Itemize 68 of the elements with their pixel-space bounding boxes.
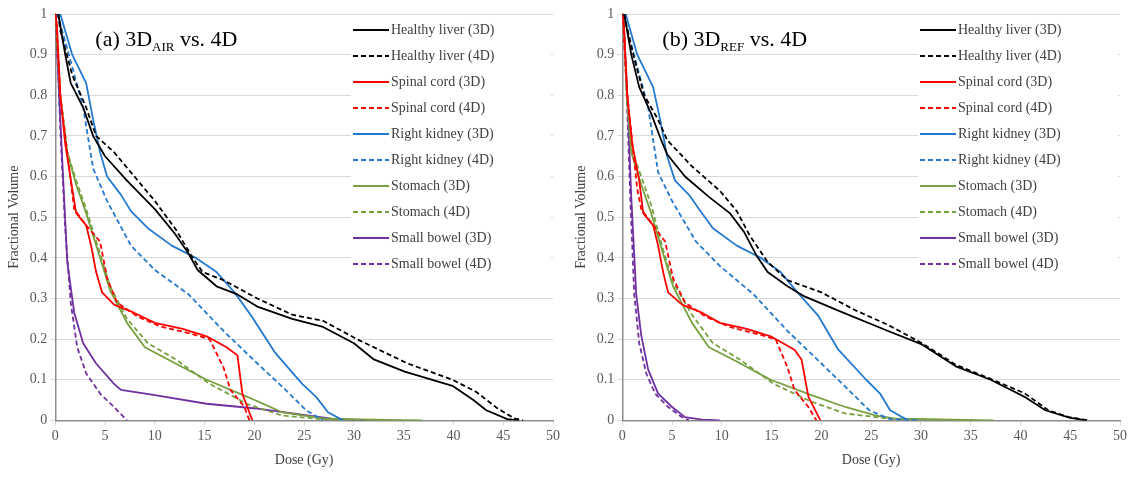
y-tick-label: 0.9: [29, 46, 48, 62]
x-tick-label: 50: [1113, 428, 1127, 444]
legend-label: Stomach (4D): [958, 203, 1038, 220]
x-tick-label: 10: [714, 428, 729, 444]
legend-label: Small bowel (4D): [958, 255, 1059, 272]
x-tick-label: 15: [764, 428, 779, 444]
legend-label: Stomach (4D): [391, 203, 471, 220]
y-tick-label: 0.2: [29, 330, 48, 346]
x-tick-label: 30: [346, 428, 361, 444]
legend-label: Stomach (3D): [958, 177, 1038, 194]
x-tick-label: 35: [963, 428, 978, 444]
x-tick-label: 25: [864, 428, 879, 444]
y-axis-title: Fractional Volume: [573, 165, 589, 269]
x-tick-label: 45: [1063, 428, 1078, 444]
y-tick-label: 0.6: [29, 168, 48, 184]
x-tick-label: 5: [668, 428, 676, 444]
y-tick-label: 0.3: [29, 290, 48, 306]
y-tick-label: 0.9: [596, 46, 615, 62]
x-tick-label: 45: [496, 428, 511, 444]
legend-label: Healthy liver (4D): [958, 47, 1062, 64]
y-tick-label: 0.5: [29, 208, 48, 224]
legend-label: Small bowel (3D): [958, 229, 1059, 246]
y-tick-label: 0.7: [596, 127, 615, 143]
legend-label: Healthy liver (4D): [391, 47, 495, 64]
legend-label: Spinal cord (4D): [391, 99, 486, 116]
y-tick-label: 1: [607, 5, 615, 21]
y-tick-label: 1: [40, 5, 48, 21]
y-tick-label: 0.8: [29, 86, 48, 102]
x-tick-label: 20: [247, 428, 262, 444]
legend-label: Right kidney (3D): [391, 125, 494, 142]
y-tick-label: 0.6: [596, 168, 615, 184]
y-tick-label: 0.1: [596, 371, 615, 387]
legend-label: Stomach (3D): [391, 177, 471, 194]
x-tick-label: 50: [546, 428, 560, 444]
y-tick-label: 0.3: [596, 290, 615, 306]
x-tick-label: 40: [446, 428, 461, 444]
y-tick-label: 0.1: [29, 371, 48, 387]
y-tick-label: 0.8: [596, 86, 615, 102]
legend-label: Right kidney (4D): [391, 151, 494, 168]
y-axis-title: Fractional Volume: [6, 165, 22, 269]
legend-label: Spinal cord (3D): [958, 73, 1053, 90]
legend-label: Spinal cord (4D): [958, 99, 1053, 116]
legend-label: Spinal cord (3D): [391, 73, 486, 90]
legend-label: Healthy liver (3D): [391, 21, 495, 38]
y-tick-label: 0.7: [29, 127, 48, 143]
x-tick-label: 5: [101, 428, 109, 444]
legend-label: Small bowel (3D): [391, 229, 492, 246]
legend-label: Right kidney (3D): [958, 125, 1061, 142]
x-tick-label: 25: [297, 428, 312, 444]
x-axis-title: Dose (Gy): [841, 452, 901, 469]
x-tick-label: 20: [814, 428, 829, 444]
legend-label: Right kidney (4D): [958, 151, 1061, 168]
y-tick-label: 0.4: [29, 249, 48, 265]
x-tick-label: 10: [147, 428, 162, 444]
y-tick-label: 0: [40, 412, 48, 428]
x-tick-label: 30: [913, 428, 928, 444]
y-tick-label: 0.2: [596, 330, 615, 346]
x-axis-title: Dose (Gy): [274, 452, 334, 469]
y-tick-label: 0.4: [596, 249, 615, 265]
legend-label: Healthy liver (3D): [958, 21, 1062, 38]
x-tick-label: 40: [1013, 428, 1028, 444]
y-tick-label: 0: [607, 412, 615, 428]
legend-label: Small bowel (4D): [391, 255, 492, 272]
y-tick-label: 0.5: [596, 208, 615, 224]
x-tick-label: 0: [618, 428, 626, 444]
x-tick-label: 0: [51, 428, 59, 444]
x-tick-label: 15: [197, 428, 212, 444]
x-tick-label: 35: [396, 428, 411, 444]
